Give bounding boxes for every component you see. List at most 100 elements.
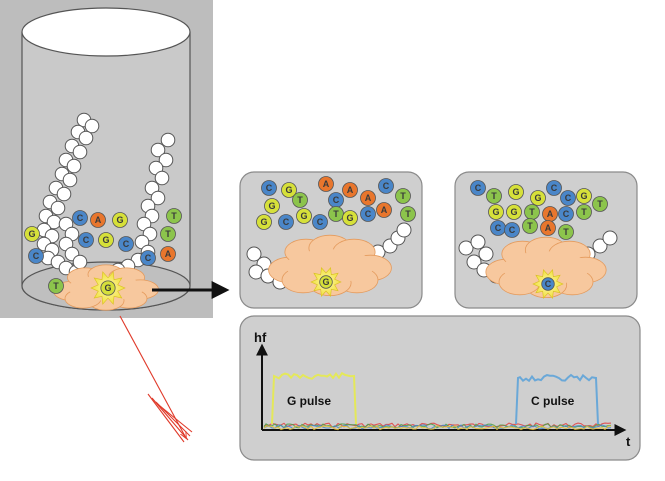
dna-bead [72, 254, 88, 270]
nucleotide-letter: T [165, 229, 171, 239]
dna-bead [478, 246, 494, 262]
nucleotide-letter: T [529, 207, 535, 217]
nucleotide-letter: G [28, 229, 35, 239]
nucleotide-T: T [400, 206, 416, 222]
nucleotide-C: C [470, 180, 486, 196]
nucleotide-C: C [560, 190, 576, 206]
dna-bead [72, 144, 88, 160]
dna-bead [150, 190, 166, 206]
nucleotide-letter: A [547, 209, 554, 219]
nucleotide-letter: C [563, 209, 570, 219]
dna-bead [466, 254, 482, 270]
nucleotide-letter: T [581, 207, 587, 217]
nucleotide-letter: C [383, 181, 390, 191]
nucleotide-C: C [28, 248, 44, 264]
active-nucleotide-G: G [100, 280, 116, 296]
dna-bead [396, 222, 412, 238]
active-nucleotide-C: C [541, 277, 555, 291]
nucleotide-C: C [558, 206, 574, 222]
active-nucleotide-G: G [319, 275, 333, 289]
dna-bead [602, 230, 618, 246]
nucleotide-G: G [256, 214, 272, 230]
nucleotide-G: G [98, 232, 114, 248]
noise-trace [263, 424, 612, 431]
nucleotide-A: A [90, 212, 106, 228]
nucleotide-C: C [278, 214, 294, 230]
nucleotide-letter: G [102, 235, 109, 245]
nucleotide-C: C [118, 236, 134, 252]
fluorescence-trace-panel: hf t G pulse C pulse [239, 315, 641, 461]
nucleotide-letter: T [597, 199, 603, 209]
nucleotide-letter: G [116, 215, 123, 225]
nucleotide-letter: C [551, 183, 558, 193]
nucleotide-letter: A [323, 179, 330, 189]
nucleotide-letter: C [283, 217, 290, 227]
svg-text:C: C [545, 279, 552, 289]
nucleotide-C: C [360, 206, 376, 222]
nucleotide-letter: G [534, 193, 541, 203]
well-polymerase: G [53, 264, 159, 311]
nucleotide-letter: T [400, 191, 406, 201]
nucleotide-letter: A [95, 215, 102, 225]
nucleotide-letter: G [510, 207, 517, 217]
nucleotide-G: G [508, 184, 524, 200]
nucleotide-T: T [328, 206, 344, 222]
illumination-arrows [119, 315, 193, 443]
nucleotide-C: C [72, 210, 88, 226]
dna-bead [246, 246, 262, 262]
nucleotide-letter: G [268, 201, 275, 211]
nucleotide-letter: G [580, 191, 587, 201]
nucleotide-letter: C [475, 183, 482, 193]
dna-bead [84, 118, 100, 134]
nucleotide-letter: T [297, 195, 303, 205]
nucleotide-letter: C [83, 235, 90, 245]
c-pulse-trace [515, 373, 599, 425]
nucleotide-C: C [328, 192, 344, 208]
well-top-opening [21, 7, 191, 57]
nucleotide-A: A [360, 190, 376, 206]
dna-bead [50, 200, 66, 216]
nucleotide-letter: A [545, 223, 552, 233]
g-pulse-label: G pulse [287, 394, 331, 408]
nucleotide-A: A [540, 220, 556, 236]
nucleotide-C: C [78, 232, 94, 248]
nucleotide-letter: T [171, 211, 177, 221]
y-axis-label: hf [254, 330, 267, 345]
nucleotide-A: A [542, 206, 558, 222]
nucleotide-letter: C [33, 251, 40, 261]
dna-bead [160, 132, 176, 148]
nucleotide-letter: C [495, 223, 502, 233]
nucleotide-letter: T [563, 227, 569, 237]
nucleotide-G: G [296, 208, 312, 224]
nucleotide-letter: G [512, 187, 519, 197]
dna-bead [592, 238, 608, 254]
nucleotide-letter: T [491, 191, 497, 201]
nucleotide-letter: A [365, 193, 372, 203]
nucleotide-letter: C [266, 183, 273, 193]
nucleotide-letter: C [145, 253, 152, 263]
nucleotide-C: C [546, 180, 562, 196]
nucleotide-C: C [140, 250, 156, 266]
nucleotide-A: A [160, 246, 176, 262]
nucleotide-T: T [522, 218, 538, 234]
c-pulse-label: C pulse [531, 394, 575, 408]
baseline-noise [263, 422, 612, 431]
nucleotide-letter: C [565, 193, 572, 203]
nucleotide-letter: C [77, 213, 84, 223]
nucleotide-letter: A [381, 205, 388, 215]
dna-bead [150, 142, 166, 158]
nucleotide-G: G [281, 182, 297, 198]
dna-bead [470, 234, 486, 250]
nucleotide-A: A [318, 176, 334, 192]
nucleotide-G: G [112, 212, 128, 228]
zmw-well: G C A G TGC G CTC ACT [0, 0, 213, 318]
nucleotide-T: T [395, 188, 411, 204]
nucleotide-G: G [576, 188, 592, 204]
nucleotide-C: C [504, 222, 520, 238]
nucleotide-T: T [166, 208, 182, 224]
